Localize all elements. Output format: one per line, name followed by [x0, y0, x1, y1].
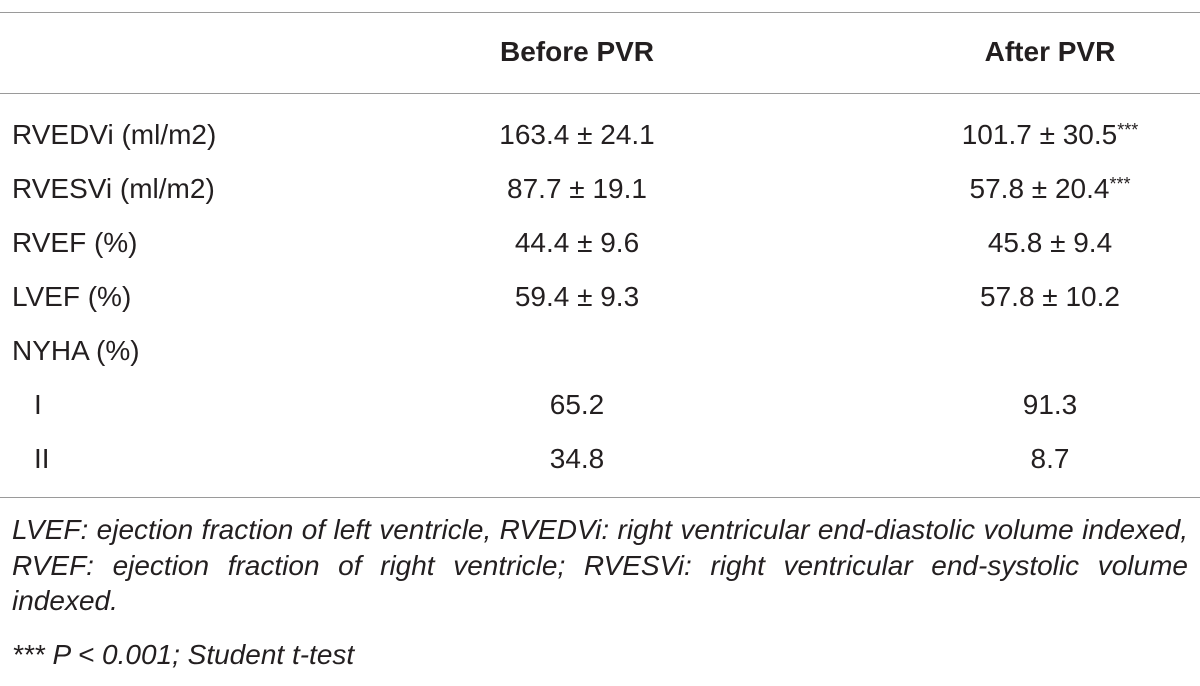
column-header: Before PVR [499, 36, 655, 67]
cell-value: 163.4 ± 24.1 [499, 119, 655, 150]
row-label: NYHA (%) [12, 335, 140, 366]
cell-value: 59.4 ± 9.3 [514, 281, 640, 312]
footnote: LVEF: ejection fraction of left ventricl… [12, 514, 1188, 616]
significance-mark: *** [1117, 120, 1139, 140]
row-label: II [34, 443, 50, 474]
cell-value: 87.7 ± 19.1 [507, 173, 647, 204]
cell-value: 57.8 ± 20.4*** [900, 172, 1200, 206]
cell-value: 65.2 [549, 389, 605, 420]
cell-value: 34.8 [549, 443, 605, 474]
cell-value: 57.8 ± 10.2 [980, 281, 1120, 312]
row-label: RVEDVi (ml/m2) [12, 119, 217, 150]
cell-value: 8.7 [1030, 443, 1070, 474]
cell-value: 45.8 ± 9.4 [987, 227, 1113, 258]
row-label: I [34, 389, 42, 420]
row-label: RVESVi (ml/m2) [12, 173, 215, 204]
column-header: After PVR [984, 36, 1116, 67]
row-label: LVEF (%) [12, 281, 132, 312]
row-label: RVEF (%) [12, 227, 138, 258]
cell-value: 44.4 ± 9.6 [514, 227, 640, 258]
footnote: *** P < 0.001; Student t-test [12, 639, 355, 670]
bottom-rule [0, 497, 1200, 498]
cell-value: 101.7 ± 30.5*** [900, 118, 1200, 152]
cell-text: 57.8 ± 20.4 [969, 173, 1110, 204]
header-rule [0, 93, 1200, 94]
top-rule [0, 12, 1200, 13]
cell-text: 101.7 ± 30.5 [961, 119, 1118, 150]
significance-mark: *** [1109, 174, 1131, 194]
cell-value: 91.3 [1022, 389, 1078, 420]
